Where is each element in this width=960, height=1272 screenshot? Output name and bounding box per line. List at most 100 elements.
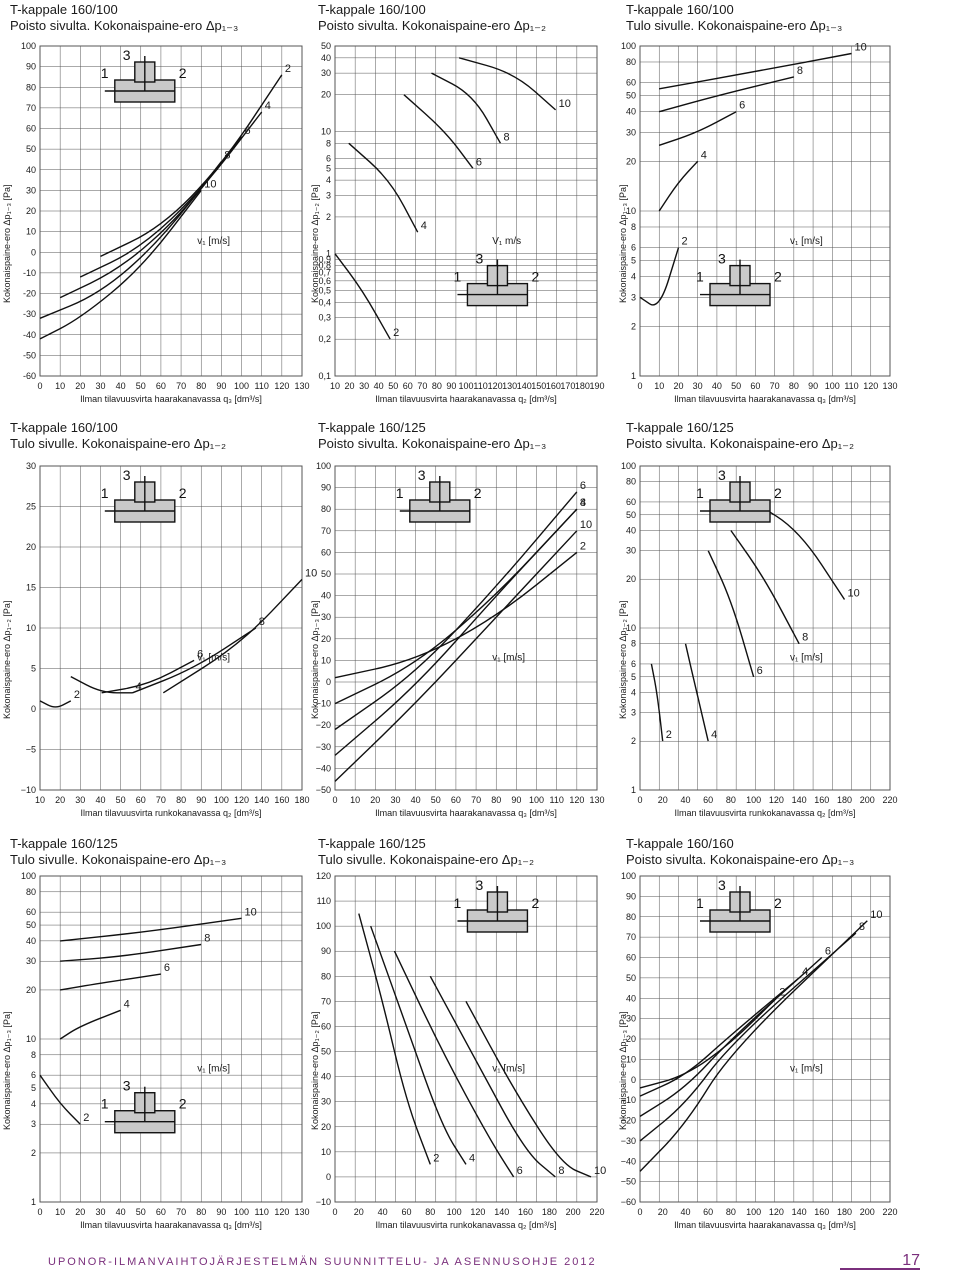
y-tick-label: 8 (31, 1050, 36, 1060)
y-tick-label: 2 (326, 212, 331, 222)
x-tick-label: 80 (196, 381, 206, 391)
tee-junction-icon: 1 2 3 (696, 467, 782, 523)
y-tick-label: 60 (321, 547, 331, 557)
y-tick-label: -60 (23, 371, 36, 381)
y-tick-label: 100 (316, 461, 331, 471)
x-tick-label: 120 (569, 795, 584, 805)
series-line-4 (348, 142, 419, 233)
series-label: 2 (681, 236, 687, 248)
x-axis-label: Ilman tilavuusvirta haarakanavassa q₃ [d… (80, 1220, 262, 1230)
x-tick-label: 100 (825, 381, 840, 391)
y-tick-label: 80 (26, 887, 36, 897)
y-tick-label: 30 (26, 956, 36, 966)
y-tick-label: −10 (621, 1095, 636, 1105)
x-tick-label: 50 (731, 381, 741, 391)
x-tick-label: 80 (432, 381, 442, 391)
x-tick-label: 70 (156, 795, 166, 805)
series-line-6 (393, 950, 515, 1178)
x-tick-label: 130 (294, 1207, 309, 1217)
series-line-10 (659, 52, 852, 90)
x-axis-label: Ilman tilavuusvirta haarakanavassa q₃ [d… (80, 394, 262, 404)
y-tick-label: 3 (31, 1119, 36, 1129)
series-label: 6 (476, 156, 482, 168)
series-line-8 (39, 161, 222, 319)
x-tick-label: 200 (566, 1207, 581, 1217)
tee-junction-icon: 1 2 3 (453, 877, 539, 933)
footer-rule (840, 1268, 920, 1270)
y-tick-label: 80 (321, 504, 331, 514)
y-tick-label: 80 (626, 912, 636, 922)
tee-junction-icon: 1 2 3 (101, 47, 187, 103)
y-tick-label: 0,9 (318, 254, 331, 264)
series-label: 2 (74, 689, 80, 701)
y-tick-label: 25 (26, 502, 36, 512)
y-tick-label: 100 (621, 461, 636, 471)
chart-plot-2: 504030201086543210,90,80,70,60,50,40,30,… (318, 41, 604, 404)
x-tick-label: 160 (814, 795, 829, 805)
y-tick-label: 10 (321, 655, 331, 665)
chart-title-1: T-kappale 160/100 Poisto sivulta. Kokonai… (10, 2, 238, 34)
y-tick-label: 60 (626, 497, 636, 507)
x-tick-label: 120 (863, 381, 878, 391)
series-label: 8 (503, 131, 509, 143)
y-tick-label: 0 (631, 1075, 636, 1085)
x-axis-label: Ilman tilavuusvirta haarakanavassa q₂ [d… (375, 394, 557, 404)
y-tick-label: 5 (631, 256, 636, 266)
y-tick-label: 1 (631, 785, 636, 795)
svg-text:2: 2 (774, 895, 782, 911)
y-tick-label: 10 (26, 1034, 36, 1044)
series-line-4 (370, 925, 467, 1165)
series-label: 2 (433, 1152, 439, 1164)
series-label: 2 (580, 540, 586, 552)
y-tick-label: 40 (26, 165, 36, 175)
chart-title-3: T-kappale 160/100 Tulo sivulle. Kokonaisp… (626, 2, 842, 34)
tee-junction-icon: 1 2 3 (453, 251, 539, 307)
series-label: 6 (739, 100, 745, 112)
series-label: 10 (870, 909, 882, 921)
y-tick-label: 60 (26, 124, 36, 134)
x-tick-label: 70 (770, 381, 780, 391)
chart-title-line: T-kappale 160/125 (318, 420, 426, 435)
y-tick-label: 2 (31, 1148, 36, 1158)
series-line-4 (334, 508, 578, 705)
svg-text:2: 2 (179, 485, 187, 501)
svg-text:1: 1 (696, 895, 704, 911)
plot-frame (334, 875, 598, 1203)
x-tick-label: 100 (447, 1207, 462, 1217)
chart-subtitle-line: Poisto sivulta. Kokonaispaine-ero Δp₁₋₂ (318, 18, 547, 33)
x-tick-label: 120 (769, 1207, 784, 1217)
velocity-label: v₁ [m/s] (492, 652, 525, 663)
x-tick-label: 30 (75, 795, 85, 805)
x-tick-label: 120 (274, 1207, 289, 1217)
x-tick-label: 20 (658, 795, 668, 805)
y-tick-label: 20 (26, 542, 36, 552)
y-tick-label: 50 (26, 144, 36, 154)
y-tick-label: 80 (626, 477, 636, 487)
y-tick-label: 20 (321, 1122, 331, 1132)
chart-title-7: T-kappale 160/125 Tulo sivulle. Kokonaisp… (10, 836, 226, 868)
svg-text:1: 1 (696, 485, 704, 501)
x-tick-label: 80 (726, 1207, 736, 1217)
y-tick-label: 0,3 (318, 313, 331, 323)
x-tick-label: 30 (390, 795, 400, 805)
y-tick-label: −20 (621, 1116, 636, 1126)
series-line-10 (465, 1001, 592, 1178)
series-line-2 (650, 663, 664, 742)
series-label: 8 (797, 65, 803, 77)
series-line-10 (60, 917, 242, 942)
y-tick-label: 70 (26, 103, 36, 113)
y-tick-label: 50 (26, 920, 36, 930)
x-tick-label: 40 (680, 795, 690, 805)
x-tick-label: 60 (156, 1207, 166, 1217)
series-label: 8 (224, 150, 230, 162)
y-tick-label: 0,7 (318, 268, 331, 278)
y-tick-label: 6 (31, 1070, 36, 1080)
x-tick-label: 120 (274, 381, 289, 391)
x-tick-label: 40 (95, 795, 105, 805)
y-tick-label: 110 (317, 896, 331, 906)
x-tick-label: 80 (491, 795, 501, 805)
y-tick-label: 2 (631, 736, 636, 746)
series-label: 4 (469, 1152, 475, 1164)
